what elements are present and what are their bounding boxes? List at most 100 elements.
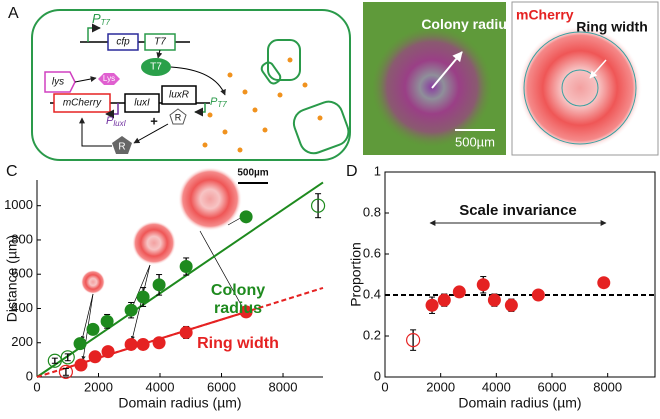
arrow: [170, 66, 226, 96]
protein: [98, 73, 120, 85]
y-tick-label: 0.8: [363, 204, 381, 219]
x-tick-label: 0: [381, 379, 388, 394]
y-tick-label: 0.4: [363, 286, 381, 301]
point: [88, 350, 102, 364]
point: [86, 322, 100, 336]
molecule: [169, 108, 187, 125]
scale-bar-label: 500µm: [455, 134, 495, 149]
inset: [132, 221, 176, 265]
arrow: [133, 123, 169, 144]
point: [152, 278, 166, 292]
point: [452, 285, 466, 299]
molecule-label: R: [175, 112, 182, 122]
radius-arrow: [431, 51, 463, 89]
cell-small: [267, 39, 301, 81]
point: [179, 260, 193, 274]
protein: [141, 58, 171, 76]
y-tick-label: 0: [374, 368, 381, 383]
arrow: [131, 264, 151, 309]
promoter-label: PT7: [210, 96, 227, 109]
gene-box: [161, 85, 197, 105]
label-sub: luxI: [113, 119, 126, 128]
x-tick-label: 6000: [207, 379, 236, 394]
x-tick-label: 8000: [593, 379, 622, 394]
cell-small: [292, 100, 350, 155]
point: [437, 293, 451, 307]
point: [124, 337, 138, 351]
gene-label: lys: [52, 77, 64, 88]
open-point: [406, 333, 421, 348]
y-tick-label: 0: [26, 368, 33, 383]
promoter: [87, 23, 101, 42]
open-point: [47, 353, 62, 368]
x-axis-label: Domain radius (µm): [458, 395, 581, 411]
y-tick-label: 1: [374, 163, 381, 178]
label-sub: T7: [217, 100, 227, 109]
scale-bar-label: 500µm: [237, 168, 268, 179]
x-tick-label: 4000: [146, 379, 175, 394]
panel-label: A: [8, 5, 19, 22]
x-tick-label: 0: [33, 379, 40, 394]
x-tick-label: 8000: [269, 379, 298, 394]
inset: [178, 167, 242, 231]
open-point: [310, 198, 326, 213]
panel-b: B Colony radius 500µm mCherry Ring width: [363, 1, 659, 156]
gene-box: [124, 93, 160, 113]
label-sub: T7: [101, 18, 111, 27]
protein-label: T7: [150, 62, 162, 73]
y-tick-label: 0.2: [363, 327, 381, 342]
arrow: [80, 293, 94, 341]
open-point: [58, 364, 74, 379]
point: [179, 325, 193, 339]
cell-small: [260, 61, 282, 85]
point: [531, 288, 545, 302]
gene-box: [44, 71, 76, 93]
promoter: [105, 103, 119, 119]
molecule-label: R: [118, 142, 125, 153]
colony-radius-label: Colony radius: [421, 16, 515, 32]
cell: [31, 9, 351, 161]
arrow: [199, 230, 245, 311]
width-arrow: [589, 59, 607, 79]
promoter-label: PluxI: [106, 115, 127, 128]
label-main: P: [106, 115, 114, 127]
promoter-label: PT7: [92, 11, 111, 27]
plus: +: [150, 113, 158, 128]
panel-a: A PT7 cfp T7 T7 lys Lys mCherry luxI lux…: [8, 5, 351, 161]
x-tick-label: 6000: [538, 379, 567, 394]
series-label: Ring width: [197, 335, 279, 352]
point: [124, 303, 138, 317]
gene-box: [107, 33, 139, 51]
x-axis-label: Domain radius (µm): [118, 395, 241, 411]
gene-box: [53, 93, 111, 113]
arrow: [156, 49, 163, 59]
y-tick-label: 600: [11, 266, 33, 281]
plot-frame: [384, 171, 656, 378]
y-tick-label: 1000: [4, 197, 33, 212]
mcherry-label: mCherry: [516, 7, 574, 23]
y-tick-label: 0.6: [363, 245, 381, 260]
y-axis-label: Proportion: [348, 242, 364, 307]
x-tick-label: 2000: [426, 379, 455, 394]
point: [476, 278, 490, 292]
promoter: [194, 103, 206, 117]
y-tick-label: 800: [11, 231, 33, 246]
outer-circle: [523, 31, 637, 145]
y-tick-label: 200: [11, 334, 33, 349]
point: [239, 210, 253, 224]
point: [73, 337, 87, 351]
label-main: P: [92, 11, 101, 26]
point: [101, 345, 115, 359]
open-point: [60, 350, 75, 365]
ring-width-label: Ring width: [576, 19, 648, 35]
x-tick-label: 2000: [84, 379, 113, 394]
insets: [80, 167, 268, 361]
gene-label: luxI: [134, 98, 150, 109]
point: [597, 276, 611, 290]
point: [74, 358, 88, 372]
label-main: P: [210, 96, 218, 108]
gene-label: luxR: [169, 90, 189, 101]
point: [487, 293, 501, 307]
